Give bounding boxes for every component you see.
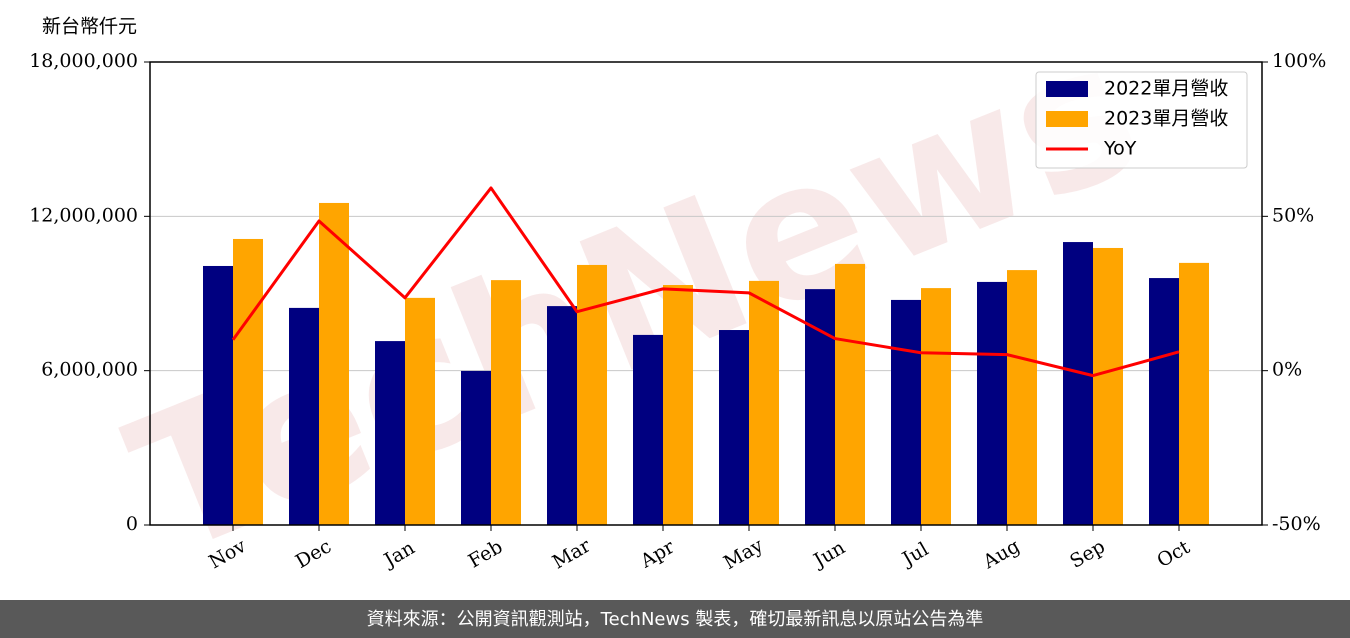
bar xyxy=(1093,247,1123,525)
legend-label: 2022單月營收 xyxy=(1104,78,1228,100)
x-tick-label: Jul xyxy=(897,538,932,571)
bar xyxy=(547,306,577,525)
legend-swatch xyxy=(1046,81,1088,97)
bar xyxy=(805,289,835,525)
bar xyxy=(375,341,405,525)
x-tick-label: Apr xyxy=(636,535,679,572)
bar xyxy=(921,288,951,525)
legend-box xyxy=(1035,71,1248,169)
x-tick-label: Oct xyxy=(1153,536,1194,572)
bar xyxy=(233,238,263,526)
y2-tick-label: 0% xyxy=(1272,359,1302,381)
legend-label: YoY xyxy=(1103,138,1137,160)
bar xyxy=(749,280,779,525)
y2-tick-label: -50% xyxy=(1272,513,1321,535)
y-tick-label: 0 xyxy=(126,513,138,535)
y2-tick-label: 50% xyxy=(1272,204,1314,226)
line-series xyxy=(231,186,1180,378)
x-tick-label: May xyxy=(720,534,767,574)
bar xyxy=(319,202,349,526)
y2-tick-label: 100% xyxy=(1272,50,1326,72)
bar xyxy=(719,330,749,525)
x-tick-label: Feb xyxy=(465,536,507,573)
bar xyxy=(1149,278,1179,525)
bar xyxy=(203,265,233,525)
bar xyxy=(977,281,1007,525)
x-tick-label: Sep xyxy=(1066,535,1109,572)
bar xyxy=(289,307,319,525)
bar xyxy=(1007,270,1037,525)
y-tick-label: 18,000,000 xyxy=(29,50,138,72)
y-tick-label: 6,000,000 xyxy=(41,359,138,381)
footer-bar xyxy=(0,600,1350,638)
x-tick-label: Mar xyxy=(549,534,595,573)
legend-swatch xyxy=(1046,111,1088,127)
bar xyxy=(1179,262,1209,525)
plot-frame xyxy=(149,61,1263,526)
x-tick-label: Jan xyxy=(379,537,419,573)
y-tick-label: 12,000,000 xyxy=(29,204,138,226)
bar xyxy=(663,285,693,525)
y-axis-label: 新台幣仟元 xyxy=(42,16,137,38)
bar xyxy=(835,263,865,525)
legend-label: 2023單月營收 xyxy=(1104,108,1228,130)
bar xyxy=(405,297,435,525)
bar xyxy=(1063,242,1093,526)
source-note: 資料來源：公開資訊觀測站，TechNews 製表，確切最新訊息以原站公告為準 xyxy=(367,609,984,630)
bar xyxy=(891,299,921,525)
x-tick-label: Aug xyxy=(979,535,1024,574)
bar xyxy=(491,280,521,525)
bar xyxy=(461,370,491,525)
bar xyxy=(633,334,663,525)
x-tick-label: Jun xyxy=(808,537,849,573)
